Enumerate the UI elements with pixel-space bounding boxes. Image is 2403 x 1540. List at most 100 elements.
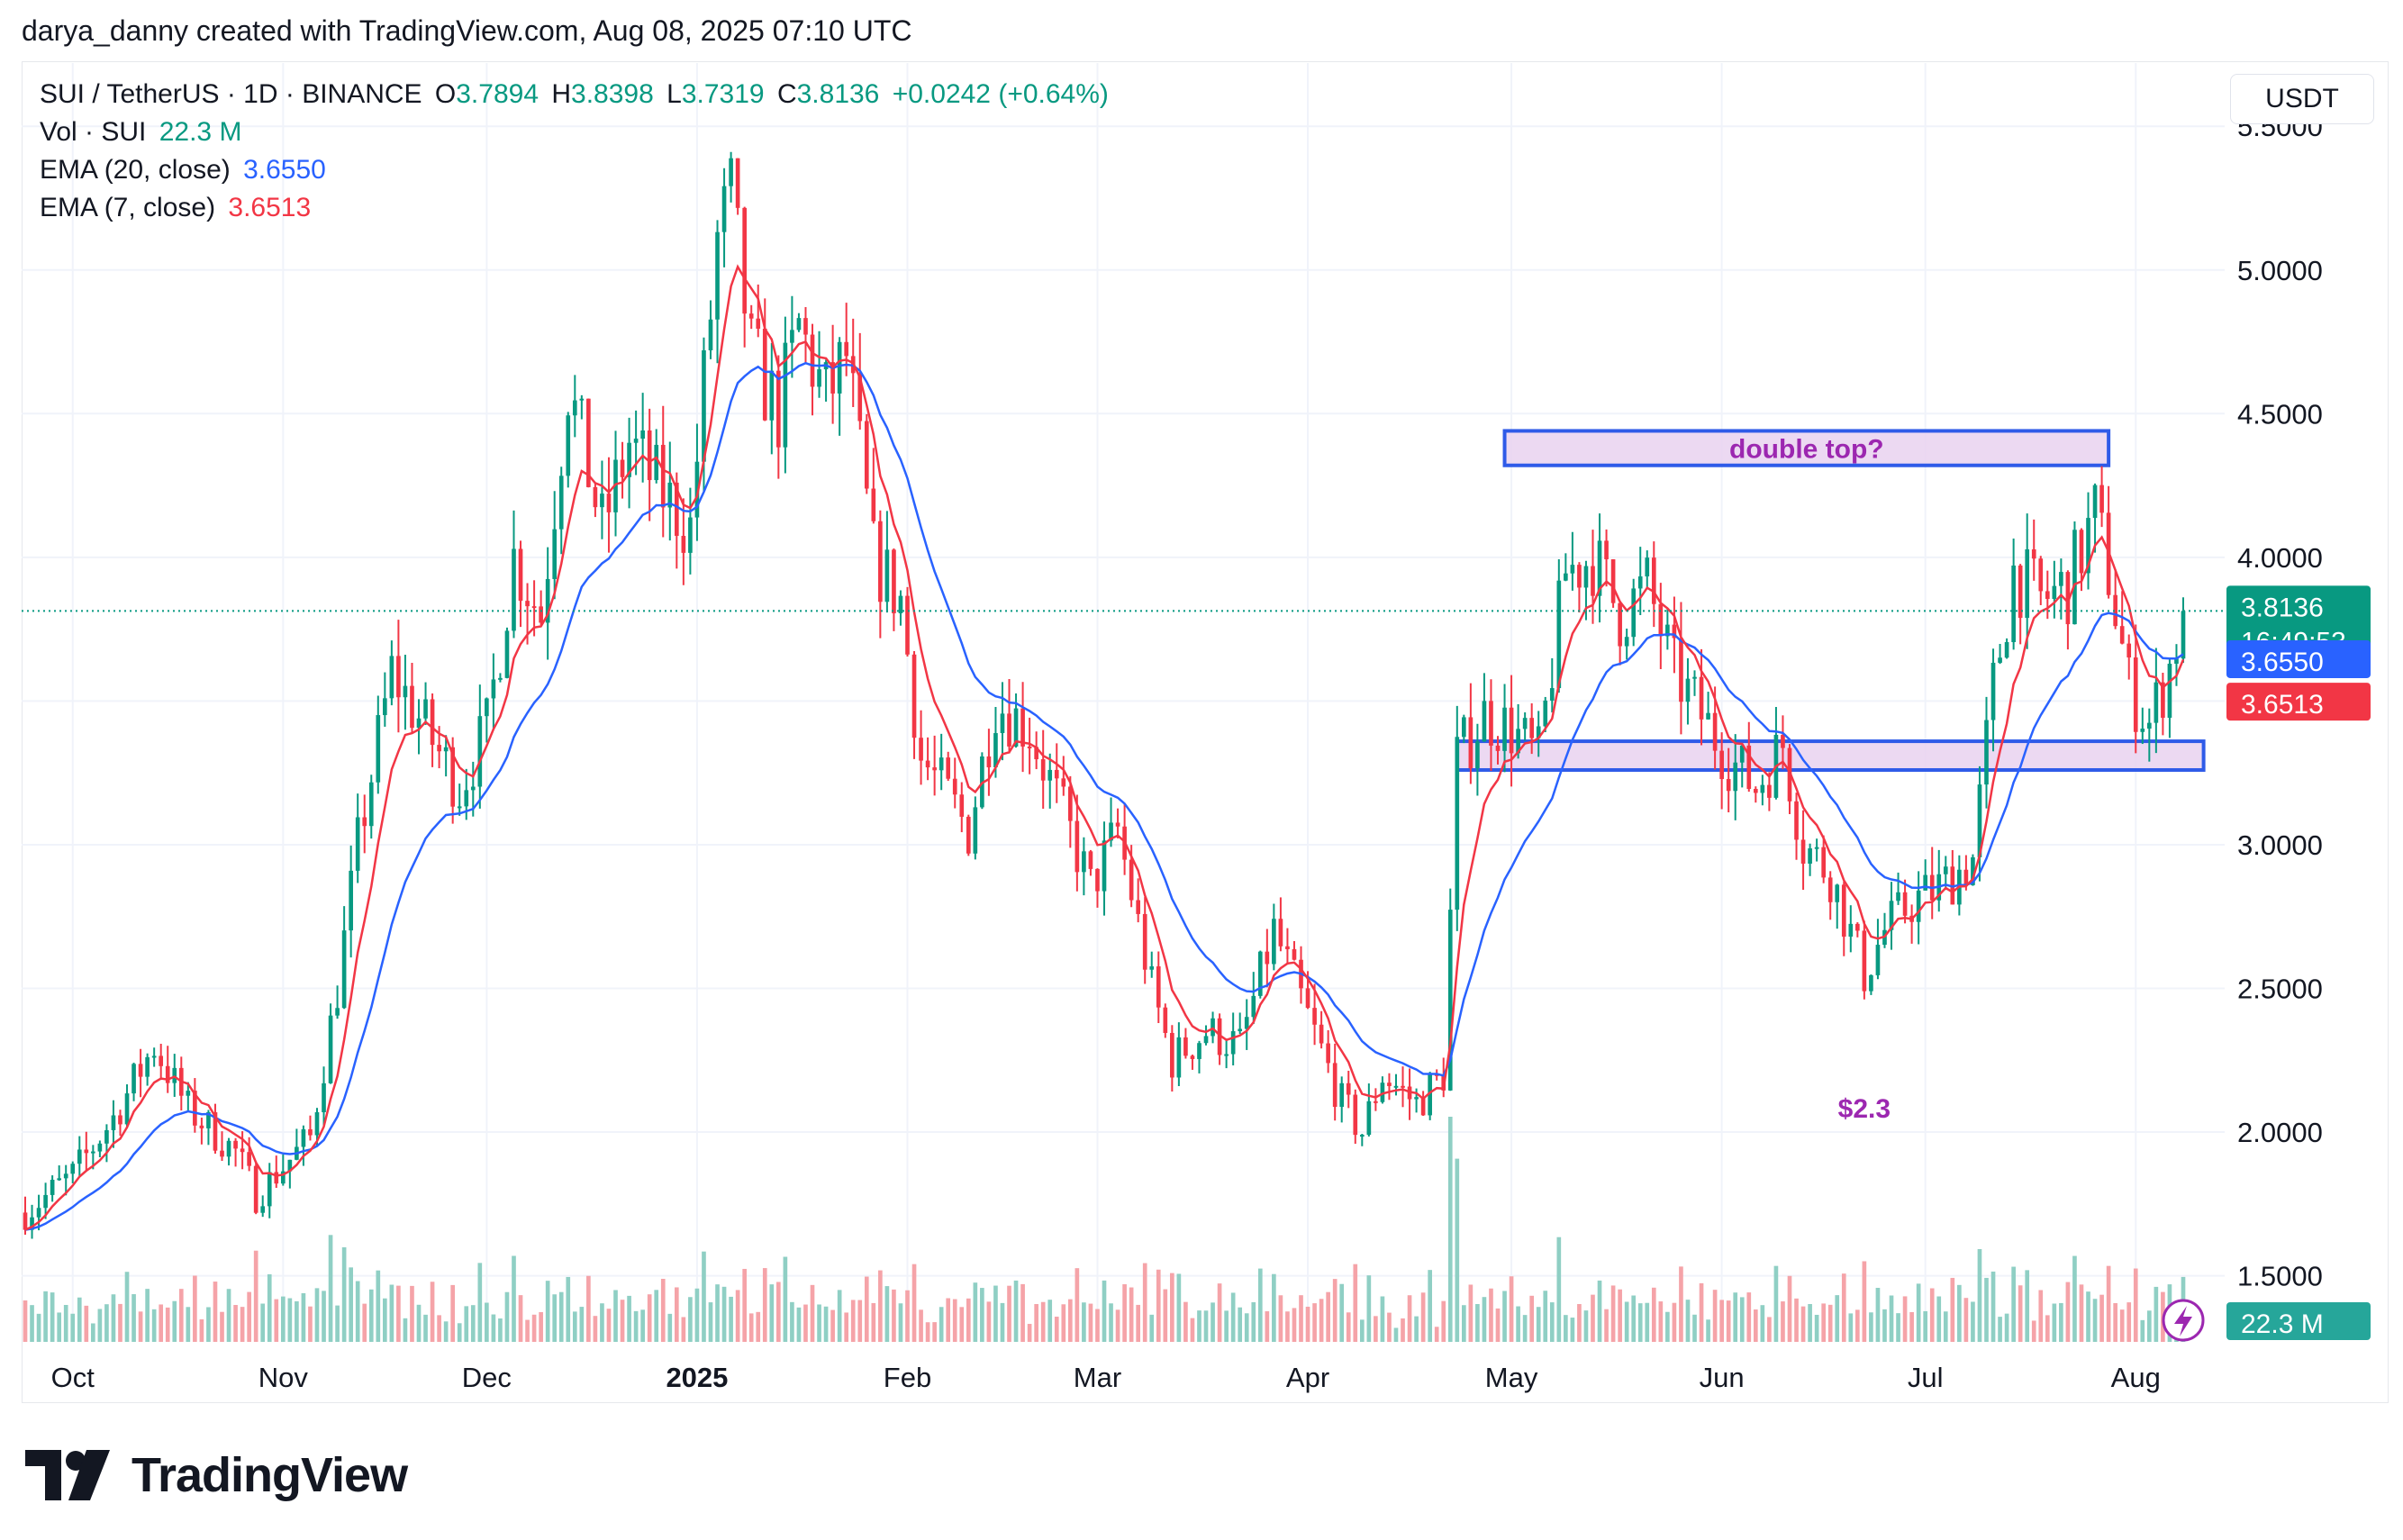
volume-bar <box>84 1305 89 1342</box>
candle-body <box>1699 676 1704 720</box>
volume-bar <box>600 1303 604 1342</box>
candle-body <box>566 415 571 476</box>
candle-body <box>1000 713 1005 734</box>
candle-body <box>457 806 462 809</box>
volume-bar <box>2126 1302 2132 1342</box>
candle-body <box>2065 572 2071 625</box>
candle-body <box>1075 820 1080 873</box>
volume-bar <box>1624 1301 1629 1342</box>
candle-body <box>253 1165 258 1213</box>
volume-bar <box>1909 1311 1914 1342</box>
volume-bar <box>702 1251 706 1342</box>
volume-bar <box>2113 1302 2117 1342</box>
candle-body <box>1455 737 1460 910</box>
candle-body <box>159 1055 164 1066</box>
candle-body <box>1821 847 1826 878</box>
legend-volume-row[interactable]: Vol · SUI 22.3 M <box>40 117 247 148</box>
candle-body <box>1374 1101 1378 1103</box>
volume-bar <box>2038 1290 2044 1342</box>
volume-bar <box>118 1303 122 1342</box>
volume-bar <box>735 1290 740 1342</box>
legend-symbol-row[interactable]: SUI / TetherUS · 1D · BINANCE O3.7894 H3… <box>40 79 1114 110</box>
volume-badge: 22.3 M <box>2226 1302 2371 1340</box>
candle-body <box>1835 884 1840 902</box>
volume-bar <box>1000 1302 1005 1342</box>
legend-ema7-label[interactable]: EMA (7, close) <box>40 193 216 222</box>
candle-body <box>206 1112 211 1128</box>
price-chart[interactable]: double top?$2.3 5.50005.00004.50004.0000… <box>0 0 2403 1405</box>
volume-bar <box>939 1307 944 1342</box>
volume-bar <box>1401 1318 1405 1342</box>
volume-bar <box>2072 1255 2077 1342</box>
low-price-label: $2.3 <box>1838 1094 1891 1124</box>
volume-bar <box>131 1294 136 1342</box>
candle-body <box>1543 700 1548 727</box>
candle-body <box>1183 1037 1188 1056</box>
volume-bar <box>295 1300 299 1342</box>
candle-body <box>104 1129 109 1144</box>
legend-high-label: H <box>551 79 572 109</box>
volume-bar <box>335 1305 340 1342</box>
candle-body <box>1781 734 1785 748</box>
volume-bar <box>301 1292 306 1342</box>
candle-body <box>1285 946 1290 950</box>
candle-body <box>1170 1032 1174 1078</box>
volume-bar <box>790 1301 794 1342</box>
legend-ema7-row[interactable]: EMA (7, close) 3.6513 <box>40 193 316 223</box>
candle-body <box>844 341 849 357</box>
candle-body <box>1522 718 1528 729</box>
volume-bar <box>1739 1297 1745 1342</box>
volume-bar <box>640 1309 645 1342</box>
tradingview-logo-icon <box>25 1450 110 1500</box>
candle-body <box>579 398 585 401</box>
candle-body <box>1977 784 1982 857</box>
legend-open-label: O <box>434 79 457 109</box>
candle-body <box>959 794 965 817</box>
candle-body <box>1082 851 1086 873</box>
candle-body <box>70 1164 76 1174</box>
double-top-label: double top? <box>1729 435 1884 465</box>
candle-body <box>688 517 693 553</box>
legend-ema20-value: 3.6550 <box>243 155 326 185</box>
candle-body <box>2154 682 2159 723</box>
chart-frame[interactable] <box>22 61 2389 1403</box>
volume-bar <box>1984 1277 1989 1342</box>
volume-bar <box>579 1307 585 1342</box>
candle-body <box>2059 572 2063 586</box>
legend-vol-label[interactable]: Vol · SUI <box>40 117 147 147</box>
candle-body <box>1265 951 1270 965</box>
candle-body <box>1726 779 1731 792</box>
volume-bar <box>1529 1295 1535 1342</box>
candle-body <box>430 699 435 746</box>
legend-ema20-label[interactable]: EMA (20, close) <box>40 155 231 185</box>
candle-body <box>1217 1018 1222 1055</box>
volume-bar <box>1502 1291 1507 1342</box>
tradingview-logo[interactable]: TradingView <box>25 1446 408 1504</box>
volume-bar <box>1034 1304 1038 1342</box>
volume-bar <box>748 1313 754 1342</box>
volume-bar <box>2018 1285 2023 1342</box>
volume-bar <box>756 1311 761 1342</box>
candle-body <box>1257 951 1263 996</box>
currency-button[interactable]: USDT <box>2230 74 2374 124</box>
candle-body <box>1312 1008 1317 1025</box>
volume-bar <box>457 1323 462 1342</box>
volume-bar <box>606 1309 612 1342</box>
volume-bar <box>2106 1265 2111 1342</box>
legend-ema20-row[interactable]: EMA (20, close) 3.6550 <box>40 155 331 186</box>
volume-bar <box>1679 1266 1683 1342</box>
volume-bar <box>1339 1283 1345 1342</box>
volume-bar <box>1197 1310 1202 1342</box>
volume-badge-bg <box>2226 1302 2371 1340</box>
legend-low-label: L <box>666 79 682 109</box>
volume-bar <box>1699 1282 1704 1342</box>
volume-bar <box>267 1273 272 1342</box>
x-tick-label: Jun <box>1700 1362 1745 1393</box>
candle-body <box>1564 573 1568 581</box>
volume-bar <box>823 1306 829 1342</box>
candle-body <box>1230 1031 1236 1055</box>
candle-body <box>450 747 456 807</box>
candle-body <box>504 630 510 678</box>
legend-symbol[interactable]: SUI / TetherUS · 1D · BINANCE <box>40 79 422 109</box>
volume-bar <box>1082 1302 1086 1342</box>
